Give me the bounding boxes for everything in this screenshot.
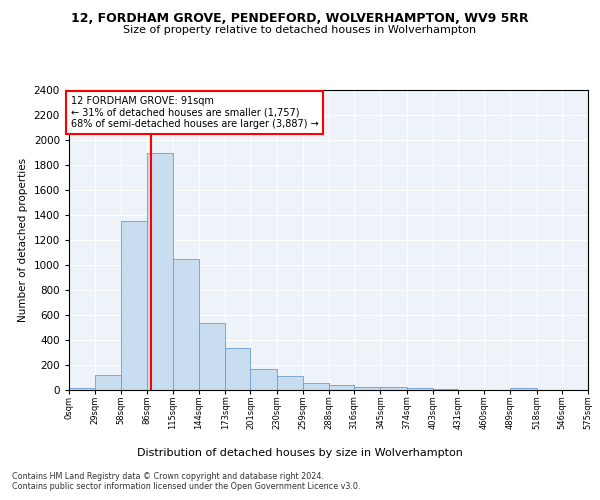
Text: Distribution of detached houses by size in Wolverhampton: Distribution of detached houses by size … bbox=[137, 448, 463, 458]
Bar bbox=[407, 388, 433, 390]
Bar bbox=[277, 376, 303, 390]
Bar bbox=[250, 370, 277, 390]
Bar bbox=[146, 152, 173, 390]
Bar bbox=[511, 388, 536, 390]
Text: 12 FORDHAM GROVE: 91sqm
← 31% of detached houses are smaller (1,757)
68% of semi: 12 FORDHAM GROVE: 91sqm ← 31% of detache… bbox=[71, 96, 319, 130]
Bar bbox=[199, 322, 225, 390]
Bar bbox=[225, 348, 250, 390]
Text: Contains HM Land Registry data © Crown copyright and database right 2024.: Contains HM Land Registry data © Crown c… bbox=[12, 472, 324, 481]
Text: 12, FORDHAM GROVE, PENDEFORD, WOLVERHAMPTON, WV9 5RR: 12, FORDHAM GROVE, PENDEFORD, WOLVERHAMP… bbox=[71, 12, 529, 26]
Y-axis label: Number of detached properties: Number of detached properties bbox=[18, 158, 28, 322]
Bar bbox=[95, 375, 121, 390]
Bar bbox=[173, 259, 199, 390]
Bar bbox=[69, 388, 95, 390]
Bar bbox=[588, 388, 600, 390]
Bar bbox=[329, 385, 354, 390]
Bar bbox=[303, 382, 329, 390]
Text: Size of property relative to detached houses in Wolverhampton: Size of property relative to detached ho… bbox=[124, 25, 476, 35]
Bar bbox=[354, 386, 380, 390]
Text: Contains public sector information licensed under the Open Government Licence v3: Contains public sector information licen… bbox=[12, 482, 361, 491]
Bar bbox=[380, 386, 407, 390]
Bar bbox=[121, 221, 146, 390]
